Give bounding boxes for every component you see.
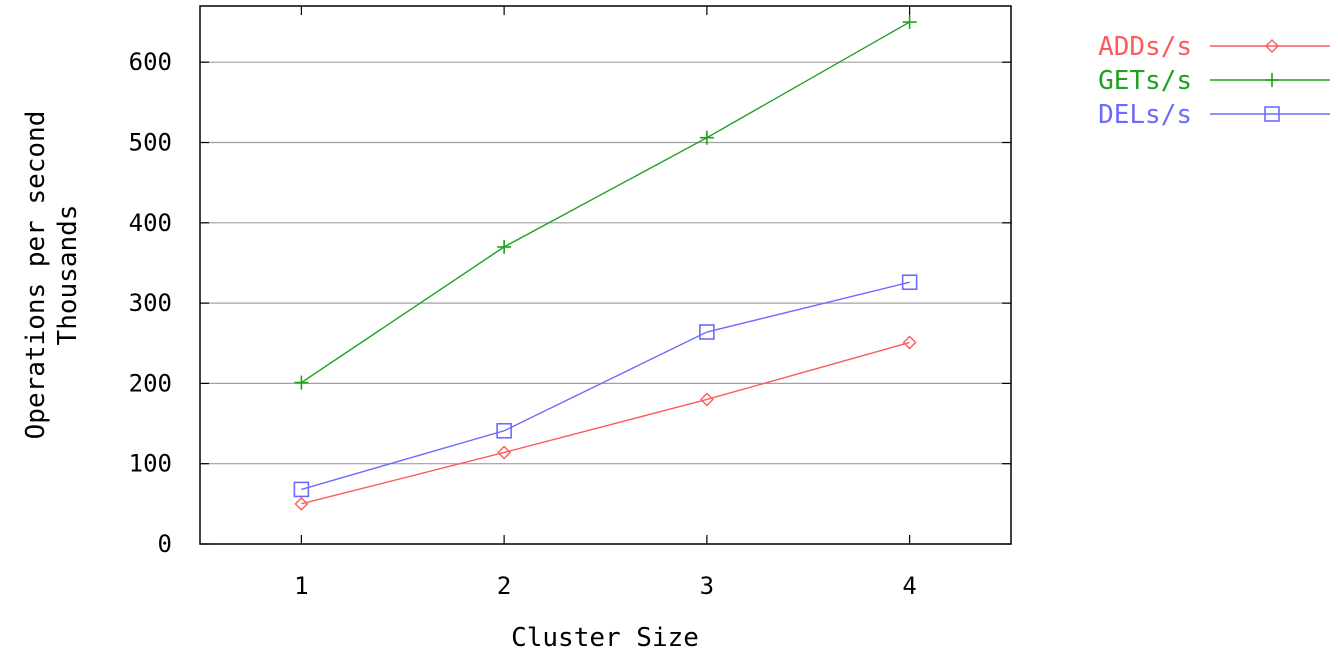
y-axis-title: Operations per second [21, 111, 51, 440]
data-point [699, 392, 714, 407]
data-point [497, 445, 512, 460]
y-tick-label: 400 [129, 209, 172, 237]
y-tick-label: 0 [158, 530, 172, 558]
data-point [294, 496, 309, 511]
y-tick-label: 200 [129, 369, 172, 397]
x-tick-label: 1 [294, 572, 308, 600]
legend-label: DELs/s [1098, 100, 1192, 130]
y-axis-subtitle: Thousands [53, 205, 83, 346]
series-plus [294, 15, 917, 390]
x-axis-ticks: 1 2 3 4 [294, 6, 917, 600]
legend-marker [1265, 39, 1279, 53]
data-point [902, 335, 917, 350]
data-point [699, 324, 715, 340]
series-diamond [294, 335, 917, 511]
legend-label: ADDs/s [1098, 32, 1192, 62]
data-point [699, 130, 714, 145]
y-tick-label: 500 [129, 129, 172, 157]
data-point [293, 481, 310, 498]
x-axis-title: Cluster Size [511, 623, 699, 651]
y-tick-label: 600 [129, 48, 172, 76]
y-tick-label: 100 [129, 450, 172, 478]
series-line [301, 341, 910, 505]
x-tick-label: 4 [902, 572, 916, 600]
series-square [293, 274, 918, 498]
x-tick-label: 3 [700, 572, 714, 600]
data-point [496, 422, 512, 439]
plot-frame [199, 5, 1012, 545]
data-point [901, 274, 918, 291]
y-axis-ticks: 0 100 200 300 400 500 600 [129, 48, 1011, 558]
data-point [902, 15, 917, 30]
legend: ADDs/s GETs/s DELs/s [1098, 32, 1330, 130]
series-line [300, 21, 910, 384]
series-line [301, 281, 910, 491]
y-tick-label: 300 [129, 289, 172, 317]
x-tick-label: 2 [497, 572, 511, 600]
legend-marker [1264, 106, 1280, 122]
grid-lines [200, 61, 1011, 465]
data-point [497, 239, 512, 254]
data-point [294, 375, 309, 390]
series-group [293, 15, 918, 511]
legend-marker [1265, 73, 1279, 87]
legend-label: GETs/s [1098, 66, 1192, 96]
